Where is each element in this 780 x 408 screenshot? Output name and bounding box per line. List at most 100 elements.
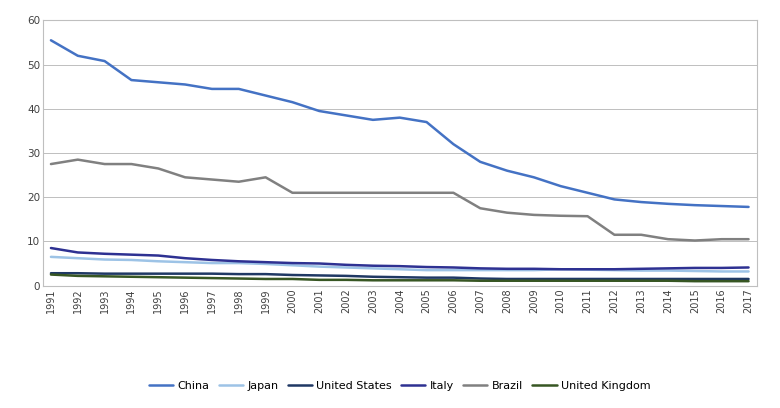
- Japan: [529, 268, 538, 273]
- United States: [663, 277, 672, 282]
- United Kingdom: [395, 278, 404, 283]
- China: [610, 197, 619, 202]
- United Kingdom: [583, 278, 592, 283]
- United States: [636, 277, 646, 282]
- China: [690, 203, 700, 208]
- United States: [288, 273, 297, 277]
- Line: United States: United States: [51, 273, 749, 279]
- Japan: [663, 268, 672, 273]
- United Kingdom: [529, 278, 538, 283]
- Italy: [46, 246, 55, 251]
- Japan: [100, 257, 109, 262]
- China: [556, 184, 566, 188]
- Line: Italy: Italy: [51, 248, 749, 269]
- Brazil: [342, 190, 351, 195]
- Italy: [663, 266, 672, 271]
- Italy: [314, 261, 324, 266]
- Japan: [583, 267, 592, 272]
- China: [288, 100, 297, 104]
- United Kingdom: [261, 277, 271, 282]
- Brazil: [314, 190, 324, 195]
- Brazil: [395, 190, 404, 195]
- Italy: [368, 263, 378, 268]
- China: [422, 120, 431, 124]
- China: [717, 204, 726, 208]
- United States: [717, 277, 726, 282]
- China: [502, 168, 512, 173]
- United Kingdom: [46, 272, 55, 277]
- United Kingdom: [180, 275, 190, 280]
- Japan: [448, 268, 458, 273]
- United States: [556, 277, 566, 282]
- United States: [529, 277, 538, 282]
- Japan: [46, 255, 55, 259]
- Italy: [476, 266, 485, 271]
- Brazil: [690, 238, 700, 243]
- Brazil: [368, 190, 378, 195]
- Japan: [610, 268, 619, 273]
- China: [127, 78, 136, 82]
- Italy: [261, 260, 271, 265]
- China: [476, 160, 485, 164]
- China: [154, 80, 163, 85]
- China: [529, 175, 538, 180]
- China: [744, 204, 753, 209]
- United Kingdom: [717, 279, 726, 284]
- Italy: [395, 264, 404, 268]
- Italy: [180, 256, 190, 261]
- Italy: [690, 266, 700, 271]
- Italy: [288, 261, 297, 266]
- United Kingdom: [100, 274, 109, 279]
- United Kingdom: [314, 277, 324, 282]
- China: [663, 202, 672, 206]
- Italy: [127, 252, 136, 257]
- United Kingdom: [744, 279, 753, 284]
- Line: United Kingdom: United Kingdom: [51, 275, 749, 281]
- Japan: [207, 261, 217, 266]
- Brazil: [154, 166, 163, 171]
- Brazil: [583, 214, 592, 219]
- United Kingdom: [207, 276, 217, 281]
- Line: China: China: [51, 40, 749, 207]
- Japan: [314, 264, 324, 269]
- China: [583, 190, 592, 195]
- Brazil: [502, 210, 512, 215]
- United Kingdom: [448, 278, 458, 283]
- Brazil: [663, 237, 672, 242]
- Brazil: [288, 190, 297, 195]
- United Kingdom: [422, 278, 431, 283]
- Italy: [207, 257, 217, 262]
- Brazil: [261, 175, 271, 180]
- United Kingdom: [610, 278, 619, 283]
- China: [314, 109, 324, 113]
- United Kingdom: [127, 274, 136, 279]
- United States: [261, 272, 271, 277]
- Japan: [127, 257, 136, 262]
- Japan: [690, 268, 700, 273]
- United States: [744, 277, 753, 282]
- United States: [342, 273, 351, 278]
- Brazil: [476, 206, 485, 211]
- United Kingdom: [73, 273, 83, 278]
- China: [234, 86, 243, 91]
- Brazil: [556, 213, 566, 218]
- Brazil: [717, 237, 726, 242]
- United States: [234, 272, 243, 277]
- Brazil: [73, 157, 83, 162]
- United Kingdom: [663, 278, 672, 283]
- Italy: [556, 267, 566, 272]
- Japan: [636, 268, 646, 273]
- Japan: [154, 259, 163, 264]
- Japan: [180, 260, 190, 265]
- United States: [502, 277, 512, 282]
- Brazil: [127, 162, 136, 166]
- United States: [583, 277, 592, 282]
- Japan: [717, 269, 726, 274]
- Brazil: [744, 237, 753, 242]
- Line: Japan: Japan: [51, 257, 749, 271]
- United States: [610, 277, 619, 282]
- Italy: [636, 266, 646, 271]
- Line: Brazil: Brazil: [51, 160, 749, 240]
- Italy: [502, 266, 512, 271]
- Italy: [610, 267, 619, 272]
